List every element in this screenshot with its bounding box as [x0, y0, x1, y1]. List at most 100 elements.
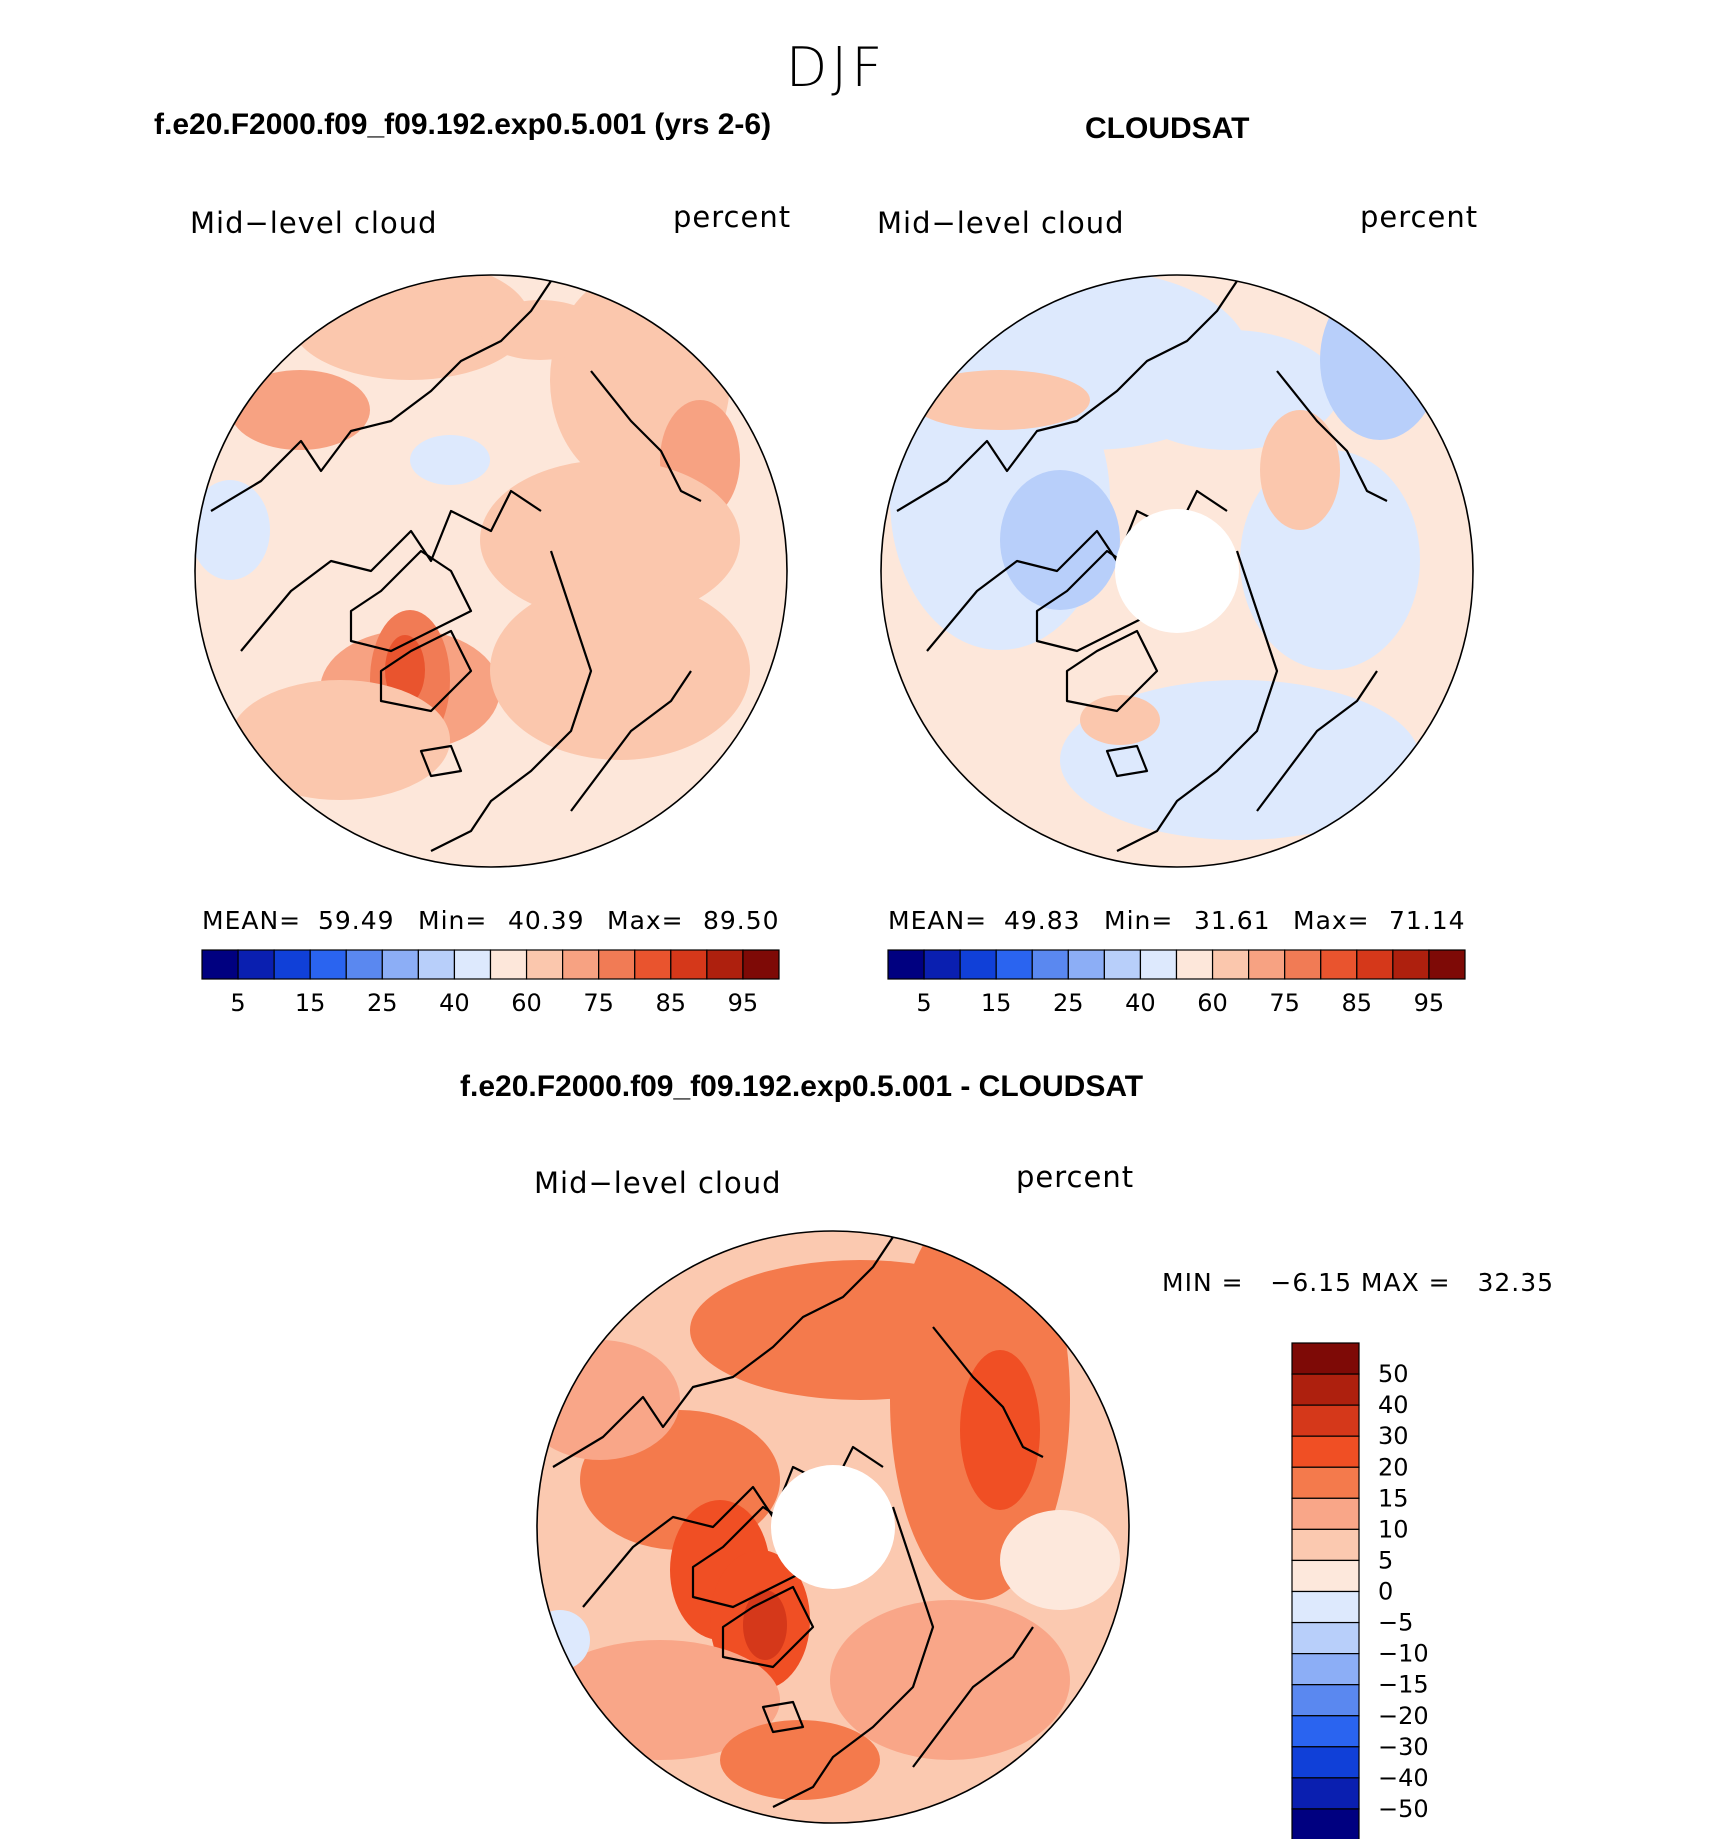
- model-coastline: [570, 670, 692, 812]
- colorbar-0-tick-label: 15: [295, 989, 326, 1017]
- colorbar-0-box: [489, 949, 528, 980]
- diff-colorbar-tick-label: 40: [1378, 1391, 1409, 1419]
- diff-colorbar-tick-label: 5: [1378, 1546, 1393, 1574]
- colorbar-1-box: [959, 949, 997, 980]
- colorbar-0-tick-label: 85: [656, 989, 687, 1017]
- model-contour-region: [195, 480, 270, 580]
- colorbar-0-tick-label: 95: [728, 989, 759, 1017]
- colorbar-0-box: [670, 949, 708, 980]
- model-map: [195, 275, 787, 867]
- diff-coastline: [552, 1236, 894, 1468]
- obs-min-label: Min=: [1104, 906, 1174, 935]
- obs-mean-label: MEAN=: [888, 906, 988, 935]
- diff-coastline: [721, 1585, 815, 1669]
- diff-coastline: [932, 1326, 1044, 1458]
- colorbar-1-box: [923, 949, 961, 980]
- obs-panel-title: CLOUDSAT: [1085, 112, 1250, 145]
- diff-colorbar-box: [1291, 1621, 1360, 1655]
- model-coastline: [430, 550, 593, 852]
- model-units-label: percent: [673, 200, 792, 234]
- model-mean-label: MEAN=: [202, 906, 302, 935]
- diff-colorbar-box: [1291, 1590, 1360, 1624]
- diff-contour-region: [537, 1340, 680, 1460]
- diff-coastline: [761, 1700, 805, 1734]
- diff-coastline: [772, 1506, 935, 1808]
- diff-colorbar-tick-label: 50: [1378, 1360, 1409, 1388]
- obs-map-boundary: [880, 274, 1474, 868]
- diff-colorbar-tick-label: −30: [1378, 1733, 1429, 1761]
- colorbar-0-box: [562, 949, 600, 980]
- diff-contour-region: [1000, 1510, 1120, 1610]
- colorbar-1-box: [1428, 949, 1466, 980]
- model-coastline: [349, 549, 473, 653]
- colorbar-0-tick-label: 5: [230, 989, 245, 1017]
- diff-colorbar-box: [1291, 1808, 1360, 1839]
- obs-contour-region: [1320, 280, 1440, 440]
- diff-panel-title: f.e20.F2000.f09_f09.192.exp0.5.001 - CLO…: [460, 1070, 1144, 1103]
- colorbar-0-tick-label: 75: [583, 989, 614, 1017]
- colorbar-1-tick-label: 60: [1197, 989, 1228, 1017]
- colorbar-1-box: [887, 949, 925, 980]
- colorbar-1-tick-label: 75: [1269, 989, 1300, 1017]
- diff-colorbar-tick-label: −5: [1378, 1609, 1413, 1637]
- obs-coastline: [1256, 670, 1378, 812]
- colorbar-1-tick-label: 85: [1342, 989, 1373, 1017]
- diff-colorbar-box: [1291, 1497, 1360, 1530]
- model-map-boundary: [194, 274, 788, 868]
- diff-contour-region: [960, 1350, 1040, 1510]
- colorbar-1-tick-label: 25: [1053, 989, 1084, 1017]
- obs-variable-label: Mid−level cloud: [877, 206, 1125, 240]
- colorbar-1-box: [1103, 949, 1142, 980]
- colorbar-0-box: [742, 949, 780, 980]
- colorbar-1-box: [1248, 949, 1286, 980]
- diff-colorbar-box: [1291, 1777, 1360, 1810]
- diff-colorbar-tick-label: 0: [1378, 1578, 1393, 1606]
- colorbar-1-tick-label: 95: [1414, 989, 1445, 1017]
- diff-colorbar-tick-label: 15: [1378, 1484, 1409, 1512]
- colorbar-1-tick-label: 15: [981, 989, 1012, 1017]
- diff-missing-data-hole: [771, 1465, 895, 1589]
- obs-contour-region: [1260, 410, 1340, 530]
- colorbar-0-box: [598, 949, 636, 980]
- obs-coastline: [1105, 744, 1149, 778]
- diff-colorbar-tick-label: 20: [1378, 1453, 1409, 1481]
- colorbar-0-box: [237, 949, 275, 980]
- diff-variable-label: Mid−level cloud: [534, 1166, 782, 1200]
- colorbar-0-box: [273, 949, 311, 980]
- diff-colorbar-box: [1291, 1404, 1360, 1437]
- colorbar-1-box: [1392, 949, 1430, 980]
- model-variable-label: Mid−level cloud: [190, 206, 438, 240]
- model-mean-value: 59.49: [318, 906, 395, 935]
- colorbar-0-box: [345, 949, 383, 980]
- model-panel-title: f.e20.F2000.f09_f09.192.exp0.5.001 (yrs …: [154, 108, 772, 141]
- colorbar-1-tick-label: 5: [916, 989, 931, 1017]
- diff-colorbar-tick-label: −50: [1378, 1795, 1429, 1823]
- model-coastline: [210, 280, 552, 512]
- obs-mean-value: 49.83: [1004, 906, 1081, 935]
- obs-max-value: 71.14: [1389, 906, 1466, 935]
- colorbar-1-box: [1211, 949, 1250, 980]
- diff-colorbar-box: [1291, 1715, 1360, 1748]
- model-contour-region: [230, 370, 370, 450]
- colorbar-0-tick-label: 25: [367, 989, 398, 1017]
- colorbar-0-box: [525, 949, 564, 980]
- colorbar-1-tick-label: 40: [1125, 989, 1156, 1017]
- obs-contour-region: [1000, 470, 1120, 610]
- season-title: DJF: [785, 36, 887, 99]
- colorbar-1-box: [1356, 949, 1394, 980]
- diff-contour-region: [830, 1600, 1070, 1760]
- diff-colorbar-tick-label: −40: [1378, 1764, 1429, 1792]
- diff-units-label: percent: [1016, 1160, 1135, 1194]
- obs-min-value: 31.61: [1194, 906, 1271, 935]
- diff-colorbar-box: [1291, 1435, 1360, 1468]
- diff-colorbar-box: [1291, 1684, 1360, 1717]
- colorbar-1-box: [1067, 949, 1105, 980]
- model-coastline: [379, 629, 473, 713]
- diff-minmax: MIN = −6.15 MAX = 32.35: [1162, 1268, 1555, 1297]
- model-contour-region: [410, 435, 490, 485]
- colorbar-0-box: [706, 949, 744, 980]
- diff-colorbar-box: [1291, 1466, 1360, 1499]
- colorbar-0-tick-label: 40: [439, 989, 470, 1017]
- colorbar-1-box: [995, 949, 1033, 980]
- colorbar-1-box: [1175, 949, 1214, 980]
